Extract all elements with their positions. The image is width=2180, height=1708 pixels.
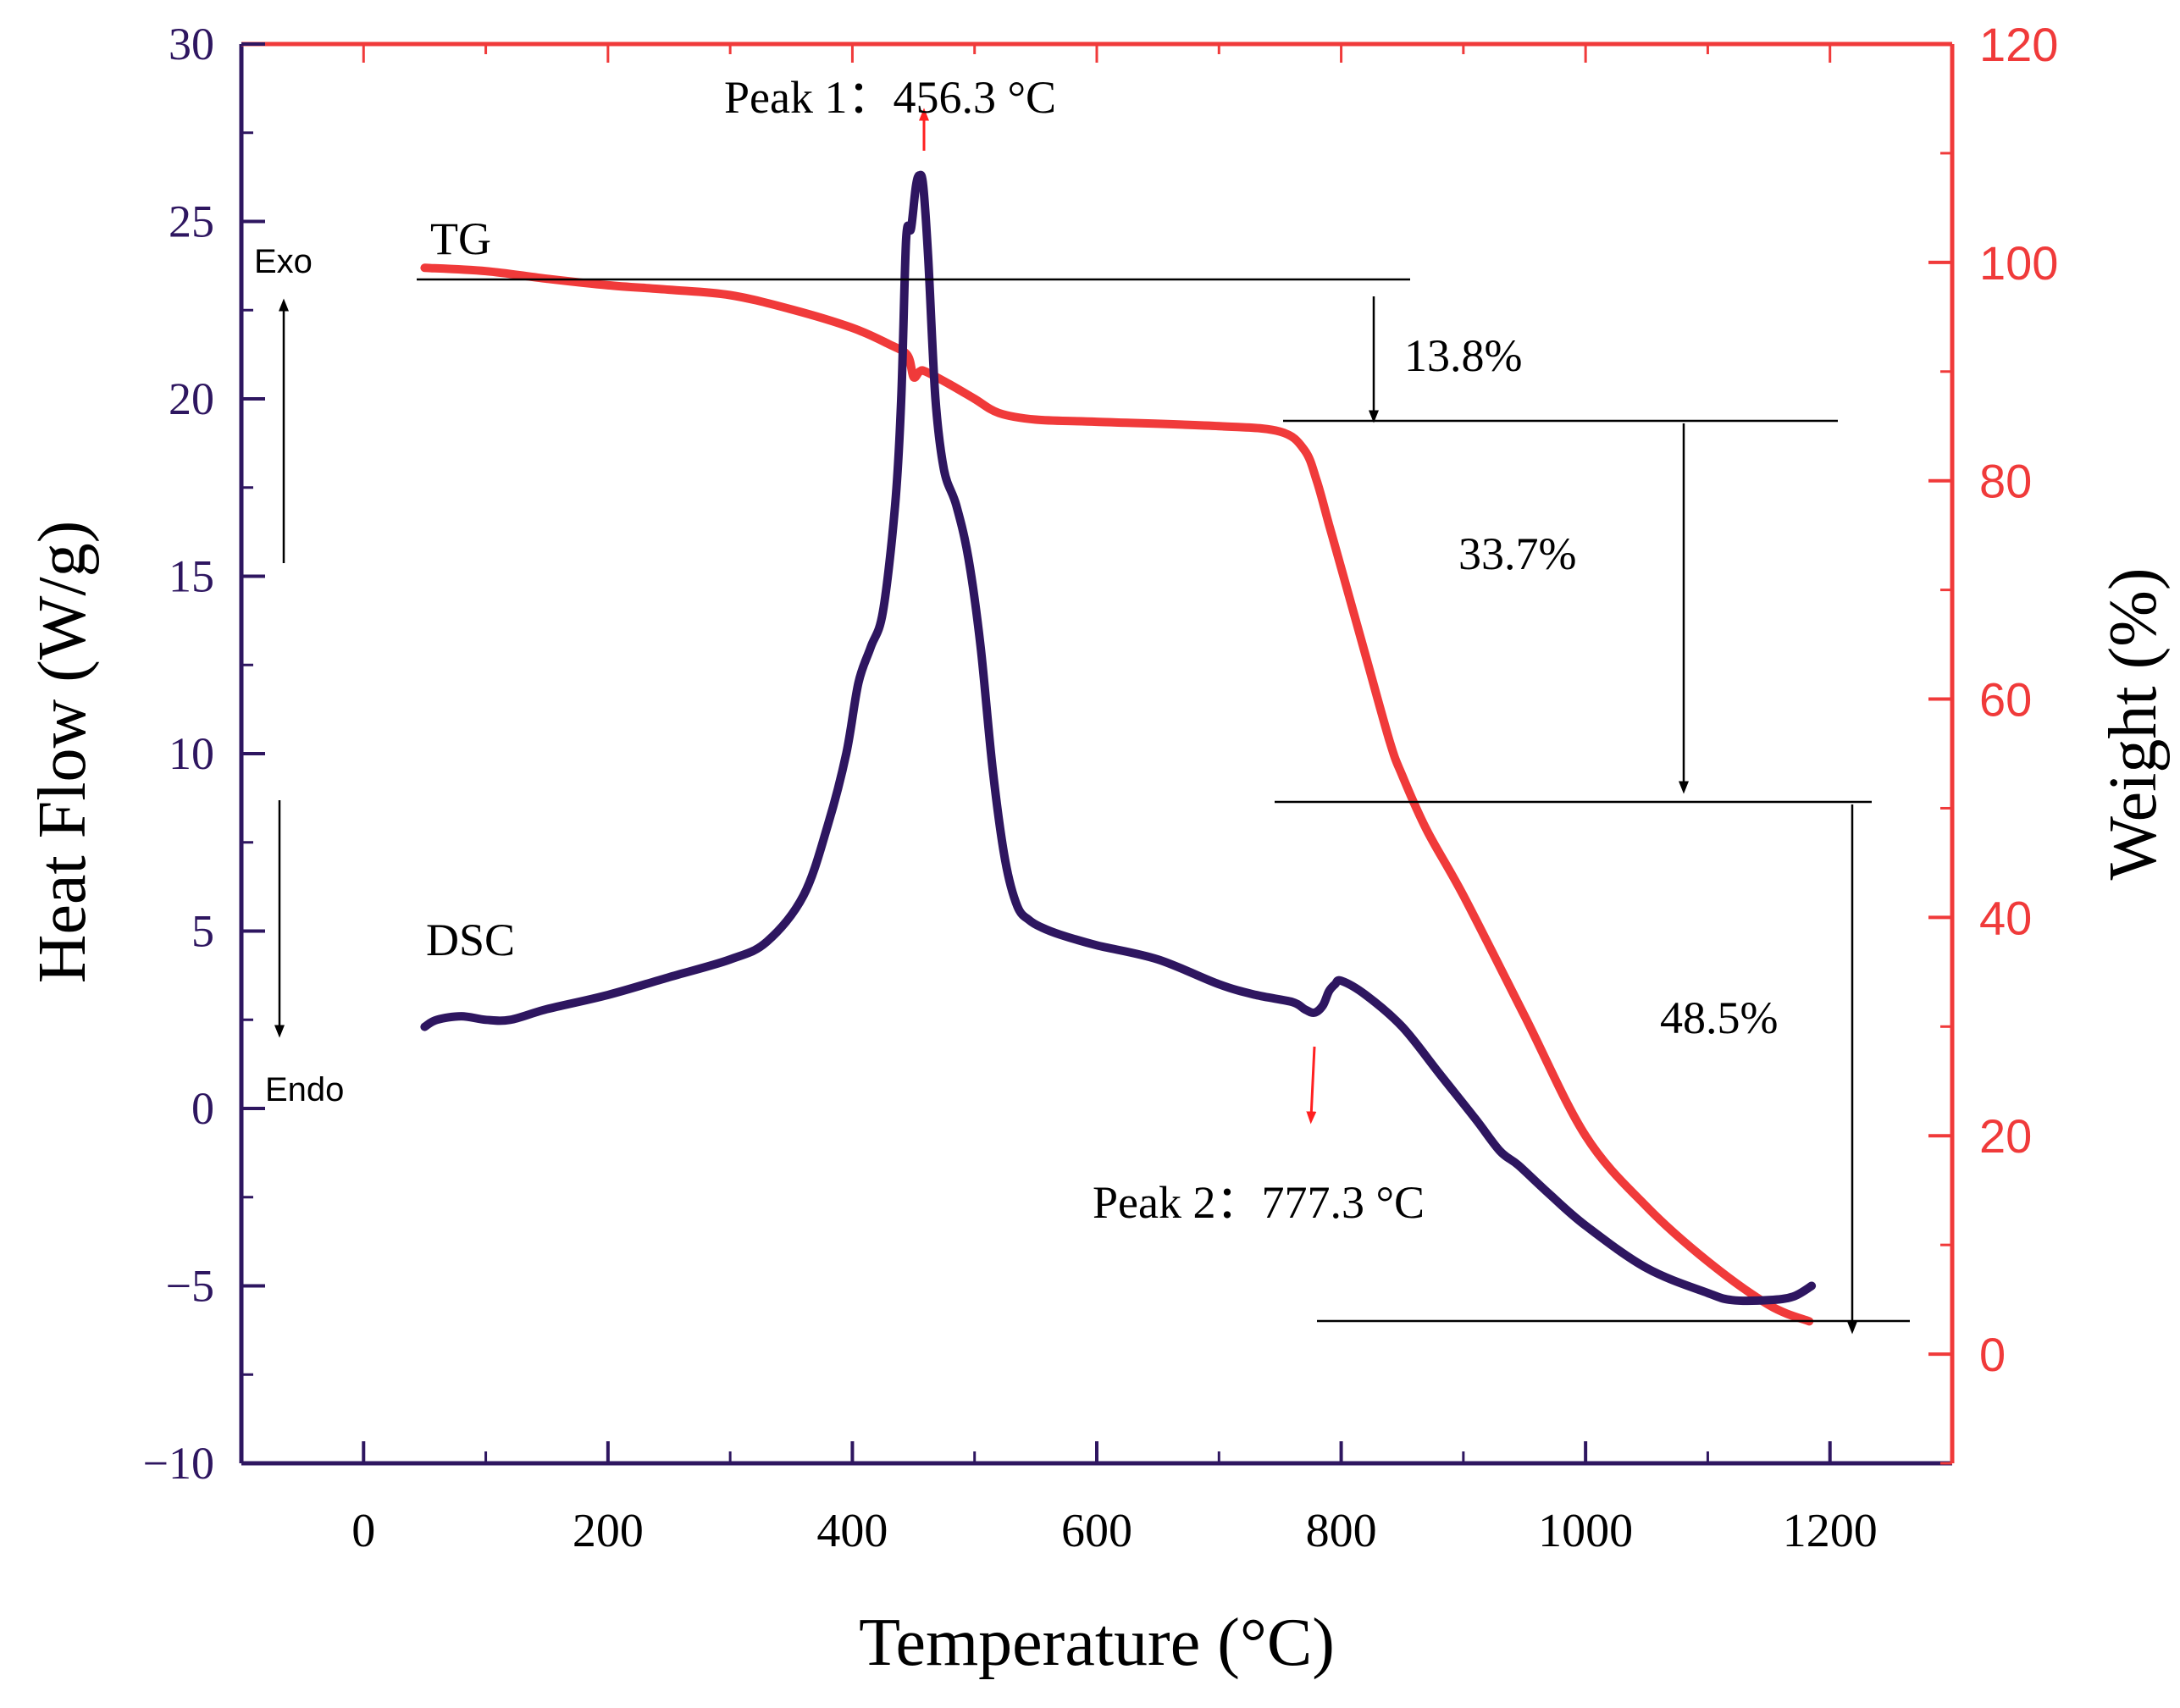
y-left-tick-label: 0 xyxy=(191,1083,214,1134)
y-right-tick-label: 20 xyxy=(1979,1109,2032,1163)
series-line-dsc xyxy=(420,170,1817,1306)
x-tick-label: 1200 xyxy=(1783,1505,1878,1557)
x-tick-label: 200 xyxy=(573,1505,644,1557)
loss2-label: 33.7% xyxy=(1458,528,1576,579)
x-tick-label: 800 xyxy=(1306,1505,1377,1557)
peak2-arrow xyxy=(1306,1046,1317,1125)
y-left-tick-label: −5 xyxy=(166,1261,214,1312)
exo-label: Exo xyxy=(254,243,313,280)
y-right-tick-label: 120 xyxy=(1979,18,2058,71)
y-right-tick-label: 100 xyxy=(1979,236,2058,290)
x-axis-title: Temperature (°C) xyxy=(859,1606,1335,1680)
y-right-axis-title: Weight (%) xyxy=(2096,568,2171,881)
x-tick-label: 0 xyxy=(351,1505,375,1557)
y-left-tick-label: 30 xyxy=(169,19,214,69)
x-tick-label: 400 xyxy=(816,1505,888,1557)
y-right-tick-label: 0 xyxy=(1979,1328,2006,1381)
endo-label: Endo xyxy=(265,1071,344,1108)
x-tick-label: 600 xyxy=(1061,1505,1132,1557)
x-tick-label: 1000 xyxy=(1538,1505,1633,1557)
dsc-series-label: DSC xyxy=(426,915,515,965)
y-left-tick-label: −10 xyxy=(143,1438,214,1489)
y-left-axis-title: Heat Flow (W/g) xyxy=(25,521,100,984)
y-right-tick-label: 60 xyxy=(1979,673,2032,727)
loss3-label: 48.5% xyxy=(1660,992,1778,1043)
y-right-tick-label: 40 xyxy=(1979,891,2032,944)
y-left-tick-label: 15 xyxy=(169,551,214,602)
series-line-tg xyxy=(420,263,1814,1326)
y-left-tick-label: 25 xyxy=(169,196,214,247)
y-left-tick-label: 20 xyxy=(169,373,214,424)
peak2-label: Peak 2：777.3 °C xyxy=(1093,1177,1425,1228)
peak1-label: Peak 1：456.3 °C xyxy=(724,72,1056,123)
tg-series-label: TG xyxy=(430,213,491,264)
y-left-tick-label: 10 xyxy=(169,728,214,779)
y-left-tick-label: 5 xyxy=(191,906,214,957)
axis-ticks: 0 200 400 600 800 1000 1200 −10 −5 0 5 10 15 20 25 30 0 2… xyxy=(143,18,2059,1557)
y-right-tick-label: 80 xyxy=(1979,455,2032,508)
loss1-label: 13.8% xyxy=(1404,330,1522,381)
